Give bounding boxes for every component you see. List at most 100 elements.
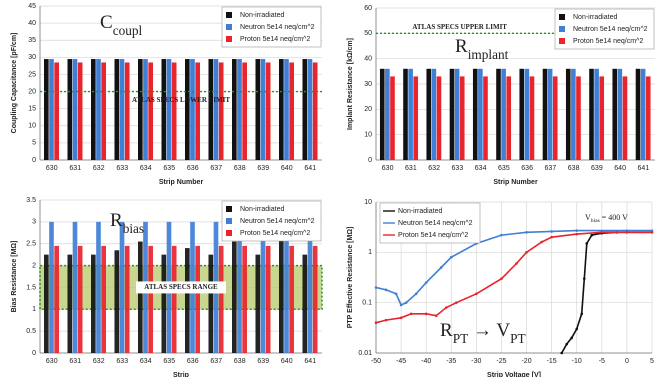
bar: [640, 68, 646, 160]
legend-box: [221, 6, 322, 48]
bar: [43, 59, 49, 160]
bar: [90, 59, 96, 160]
point: [550, 235, 553, 239]
annotation: Vbias = 400 V: [585, 213, 628, 224]
bar: [255, 59, 261, 160]
point: [580, 312, 584, 316]
y-tick-label: 25: [28, 71, 36, 78]
bar: [124, 245, 130, 353]
legend-swatch: [559, 38, 565, 44]
y-tick-label: 0: [368, 157, 372, 164]
x-tick-label: -40: [421, 358, 431, 365]
series-line: [561, 231, 652, 354]
bar: [617, 68, 623, 160]
bar: [218, 62, 224, 160]
bar: [302, 59, 308, 160]
y-tick-label: 20: [28, 88, 36, 95]
point: [394, 292, 398, 296]
bar: [524, 68, 530, 160]
legend-swatch: [226, 218, 232, 224]
point: [570, 336, 574, 340]
x-tick-label: 630: [46, 358, 58, 365]
bar: [547, 68, 553, 160]
point: [560, 351, 563, 355]
y-tick-label: 3.5: [26, 197, 36, 204]
bar: [501, 68, 506, 160]
bar: [77, 62, 83, 160]
y-tick-label: 10: [364, 132, 372, 139]
x-tick-label: 632: [428, 165, 440, 172]
point: [424, 281, 428, 284]
legend-label: Neutron 5e14 neq/cm^2: [240, 24, 315, 31]
point: [439, 266, 443, 269]
bar: [231, 59, 237, 160]
annotation: Rbias: [110, 210, 144, 235]
bar: [260, 221, 266, 353]
point: [500, 233, 503, 237]
bar: [43, 254, 49, 353]
point: [585, 242, 589, 245]
bar: [265, 62, 271, 160]
bar: [148, 245, 153, 353]
x-tick-label: 638: [234, 165, 246, 172]
point: [515, 262, 518, 265]
bar: [96, 59, 101, 160]
y-tick-label: 10: [28, 123, 36, 130]
x-axis-title: Strip Voltage [V]: [487, 372, 541, 377]
bar: [260, 59, 266, 160]
bar: [385, 68, 390, 160]
y-tick-label: 50: [364, 30, 372, 37]
x-tick-label: 641: [638, 165, 650, 172]
bar: [184, 59, 190, 160]
point: [540, 240, 543, 244]
bar: [213, 59, 219, 160]
x-tick-label: 639: [591, 165, 603, 172]
bar: [49, 59, 54, 160]
annotation-subscript: bias: [591, 218, 600, 224]
x-tick-label: 635: [163, 358, 175, 365]
bar: [101, 62, 106, 160]
point: [449, 255, 453, 259]
y-axis-title: Implant Resistance [kΩ/cm]: [347, 38, 354, 130]
legend-label: Neutron 5e14 neq/cm^2: [398, 220, 473, 227]
y-tick-label: 0.1: [362, 300, 372, 307]
x-tick-label: 640: [614, 165, 626, 172]
bar: [171, 62, 177, 160]
bar: [54, 245, 59, 353]
bar: [278, 239, 284, 353]
x-tick-label: 637: [210, 165, 222, 172]
y-tick-label: 30: [28, 54, 36, 61]
legend-label: Non-irradiated: [573, 14, 617, 21]
point: [414, 292, 418, 296]
point: [424, 312, 428, 316]
bar: [459, 76, 465, 160]
bar: [506, 76, 512, 160]
bar: [77, 245, 83, 353]
point: [454, 301, 458, 304]
y-tick-label: 35: [28, 37, 36, 44]
legend-swatch: [226, 230, 232, 236]
bar: [54, 62, 59, 160]
bar: [496, 68, 501, 160]
x-axis-title: Strip: [173, 372, 189, 377]
legend-label: Non-irradiated: [240, 206, 284, 213]
bar: [171, 245, 177, 353]
x-tick-label: 636: [521, 165, 533, 172]
bar: [114, 250, 120, 353]
bar: [237, 59, 242, 160]
bar: [96, 221, 101, 353]
bar: [72, 59, 78, 160]
point: [590, 233, 594, 237]
bar: [289, 62, 294, 160]
x-tick-label: 637: [210, 358, 222, 365]
legend-label: Non-irradiated: [240, 12, 284, 19]
x-tick-label: 631: [69, 358, 81, 365]
x-tick-label: 5: [650, 358, 654, 365]
bar: [137, 241, 143, 353]
bar: [436, 76, 442, 160]
point: [374, 286, 378, 289]
x-tick-label: 641: [304, 358, 316, 365]
point: [525, 251, 528, 254]
x-tick-label: 0: [625, 358, 629, 365]
bar: [143, 59, 148, 160]
